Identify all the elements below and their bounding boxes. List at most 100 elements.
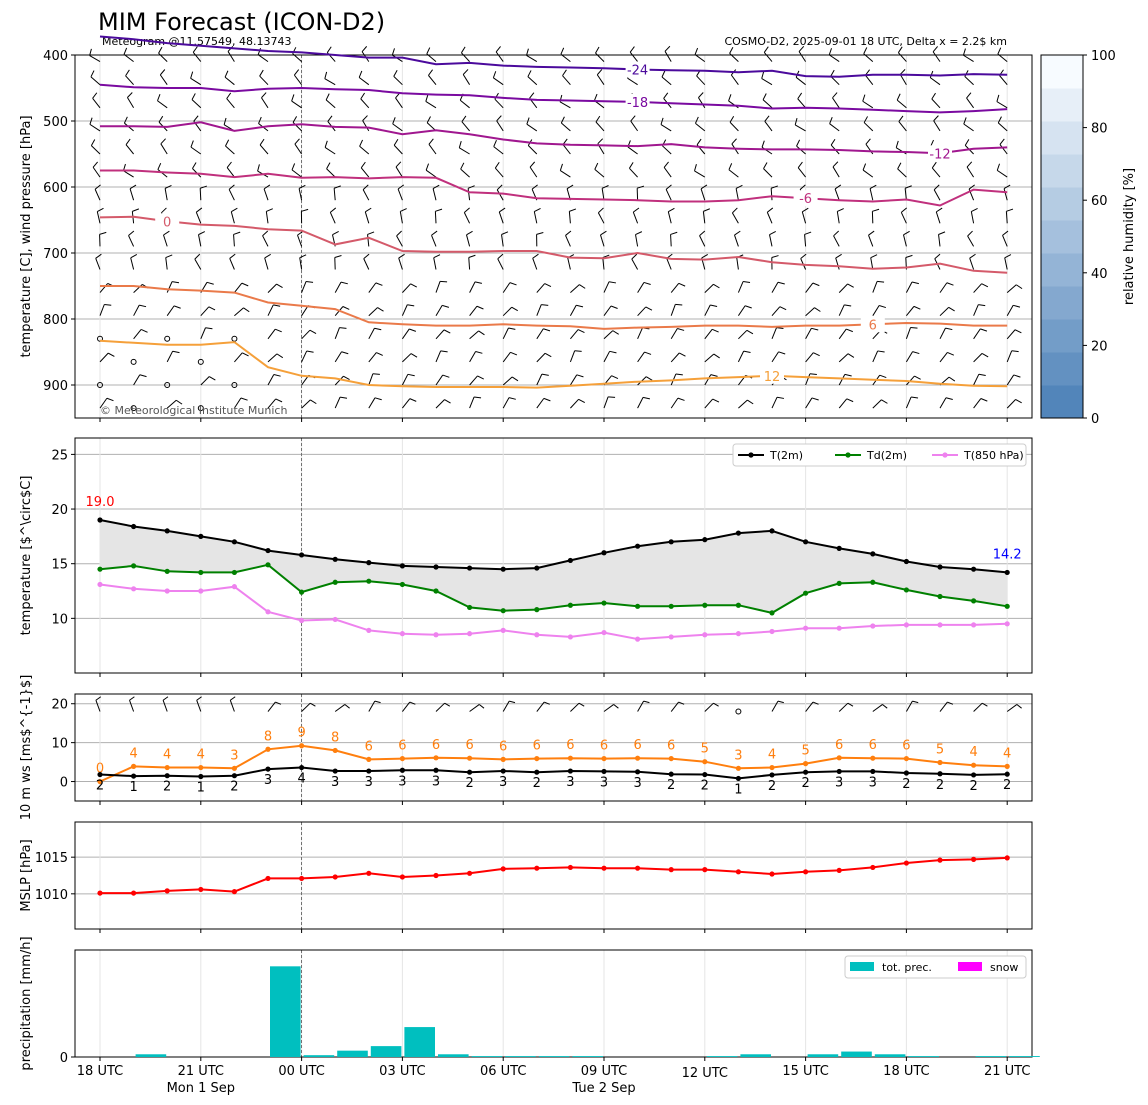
wind-barb (128, 235, 135, 247)
wind-barb-flag (710, 304, 718, 307)
t850-point (937, 622, 943, 628)
wind-barb-flag (830, 138, 836, 146)
wind-barb (595, 52, 605, 62)
wind-barb (597, 212, 605, 224)
wind-barb (603, 704, 615, 712)
wind-barb (738, 399, 748, 409)
t2m-point (399, 563, 405, 569)
wind-barb (863, 122, 874, 132)
wind-barb-flag (90, 70, 95, 78)
series-mslp (97, 855, 1010, 896)
wind-barb (663, 167, 672, 178)
td2m-point (231, 569, 237, 576)
wind-barb-flag (294, 138, 300, 145)
t850-point (836, 625, 842, 631)
td2m-point (433, 588, 439, 594)
wind-barb-flag (947, 351, 955, 356)
wind-barb-flag (593, 93, 598, 101)
t2m-point (567, 557, 574, 564)
calm-circle (735, 708, 742, 715)
wind-barb-flag (493, 139, 497, 147)
wind-barb (637, 700, 645, 712)
wind-barb (334, 351, 342, 363)
wind-barb (696, 75, 706, 86)
wind-barb (838, 304, 845, 316)
wind-barb-flag (910, 327, 918, 329)
wind-barb-flag (243, 307, 250, 313)
wind-barb-flag (814, 307, 821, 312)
mslp-point (332, 874, 338, 880)
wind-barb (660, 124, 672, 132)
wind-barb-flag (123, 47, 128, 55)
wind-barb-flag (396, 230, 402, 237)
gust-value-label: 6 (533, 739, 541, 754)
td2m-point (467, 604, 473, 611)
wind-barb-flag (744, 305, 752, 309)
gust-value-label: 6 (398, 739, 406, 754)
td2m-point (500, 608, 506, 614)
wind-barb (872, 350, 879, 363)
wind-barb (291, 100, 302, 109)
ws-point (299, 764, 305, 771)
wind-barb (898, 121, 907, 132)
wind-barb-flag (529, 92, 535, 99)
wind-barb-flag (89, 117, 93, 125)
wind-barb-flag (206, 281, 214, 285)
wind-barb-flag (776, 396, 785, 399)
wind-barb-flag (499, 207, 506, 213)
wind-barb (865, 143, 874, 155)
wind-barb (362, 120, 370, 132)
wind-barb (468, 257, 471, 270)
wind-barb (872, 399, 882, 409)
wind-barb (198, 234, 202, 247)
wind-barb (829, 123, 840, 132)
wind-barb-flag (158, 46, 163, 54)
wind-barb (559, 101, 571, 109)
wind-barb (191, 99, 202, 109)
t850-point (131, 586, 137, 592)
wind-barb (267, 374, 275, 386)
wind-barb-flag (797, 92, 803, 100)
wind-barb (838, 353, 849, 363)
wind-barb (903, 234, 907, 247)
mslp-point (500, 866, 506, 872)
wind-barb-flag (729, 116, 735, 123)
precip-bar (135, 1054, 167, 1057)
wind-barb (368, 352, 377, 363)
wind-barb (670, 234, 672, 247)
mslp-point (769, 871, 775, 877)
wind-barb-flag (713, 353, 720, 359)
wind-barb (92, 166, 101, 178)
wind-barb (666, 258, 672, 270)
wind-barb (333, 188, 336, 201)
ws-point (769, 772, 775, 778)
wind-barb-flag (165, 254, 173, 259)
wind-barb-flag (796, 139, 801, 147)
wind-barb-flag (324, 140, 328, 148)
wind-barb-flag (964, 139, 970, 146)
wind-barb-flag (569, 208, 577, 212)
wind-barb (562, 144, 571, 155)
wind-barb-flag (157, 162, 162, 170)
wind-barb-flag (298, 184, 306, 189)
wind-barb-flag (325, 93, 330, 101)
wind-barb-flag (677, 328, 685, 331)
wind-barb (402, 353, 412, 363)
wind-barb-flag (881, 399, 888, 404)
wind-barb-flag (904, 185, 912, 189)
wind-barb (99, 397, 108, 409)
wind-barb (399, 211, 403, 224)
wind-barb (493, 146, 504, 155)
wind-barb-flag (497, 253, 504, 260)
gust-value-label: 6 (432, 738, 440, 753)
wind-barb-flag (828, 48, 833, 56)
wind-barb (1006, 399, 1016, 409)
td2m-point (903, 587, 910, 593)
wind-barb-flag (913, 305, 921, 310)
wind-barb-flag (938, 231, 946, 235)
wind-barb (434, 211, 437, 224)
wind-barb-flag (194, 253, 201, 260)
wind-barb (334, 327, 340, 339)
t2m-point (702, 537, 708, 543)
wind-barb (973, 304, 979, 316)
